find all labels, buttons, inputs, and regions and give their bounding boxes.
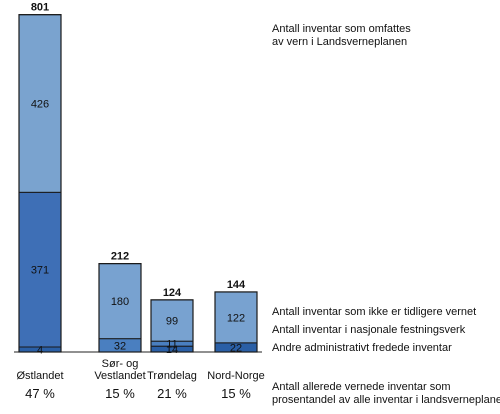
- bar-segment-sor-og-vestlandet-ikke_vernet: [98, 263, 142, 340]
- annotation-fortress: Antall inventar i nasjonale festningsver…: [272, 324, 466, 336]
- percentage-trondelag: 21 %: [157, 386, 187, 401]
- annotation-administratively-protected: Andre administrativt fredede inventar: [272, 342, 452, 354]
- bar-outline-trondelag: [150, 299, 194, 353]
- data-label-ostlandet-ikke_vernet: 371: [31, 265, 49, 277]
- bar-outline-nord-norge: [214, 291, 258, 353]
- bar-segment-trondelag-ikke_vernet: [150, 299, 194, 342]
- annotation-percentage: Antall allerede vernede inventar som pro…: [272, 381, 500, 406]
- category-label-ostlandet: Østlandet: [16, 370, 63, 382]
- category-label-sor-og-vestlandet: Sør- og Vestlandet: [94, 358, 145, 382]
- data-label-nord-norge-ikke_vernet: 122: [227, 312, 245, 324]
- category-label-trondelag: Trøndelag: [147, 370, 197, 382]
- data-label-trondelag-festning: 11: [166, 339, 177, 351]
- data-label-trondelag-adm: 14: [166, 344, 178, 356]
- data-label-trondelag-ikke_vernet: 99: [166, 316, 178, 328]
- category-label-nord-norge: Nord-Norge: [207, 370, 264, 382]
- percentage-ostlandet: 47 %: [25, 386, 55, 401]
- total-label-ostlandet: 801: [31, 2, 49, 14]
- data-label-nord-norge-adm: 22: [230, 342, 242, 354]
- total-label-sor-og-vestlandet: 212: [111, 251, 129, 263]
- data-label-ostlandet-extra: 426: [31, 98, 49, 110]
- percentage-sor-og-vestlandet: 15 %: [105, 386, 135, 401]
- total-label-nord-norge: 144: [227, 279, 246, 291]
- annotation-total: Antall inventar som omfattes av vern i L…: [272, 23, 411, 48]
- data-label-sor-og-vestlandet-festning: 32: [114, 340, 126, 352]
- annotation-not-previously-protected: Antall inventar som ikke er tidligere ve…: [272, 306, 477, 318]
- bar-outline-ostlandet: [18, 14, 62, 353]
- data-label-ostlandet-adm: 4: [37, 345, 43, 357]
- data-label-sor-og-vestlandet-ikke_vernet: 180: [111, 296, 129, 308]
- percentage-nord-norge: 15 %: [221, 386, 251, 401]
- bar-outline-sor-og-vestlandet: [98, 263, 142, 353]
- total-label-trondelag: 124: [163, 287, 182, 299]
- bar-segment-ostlandet-ikke_vernet: [18, 191, 62, 348]
